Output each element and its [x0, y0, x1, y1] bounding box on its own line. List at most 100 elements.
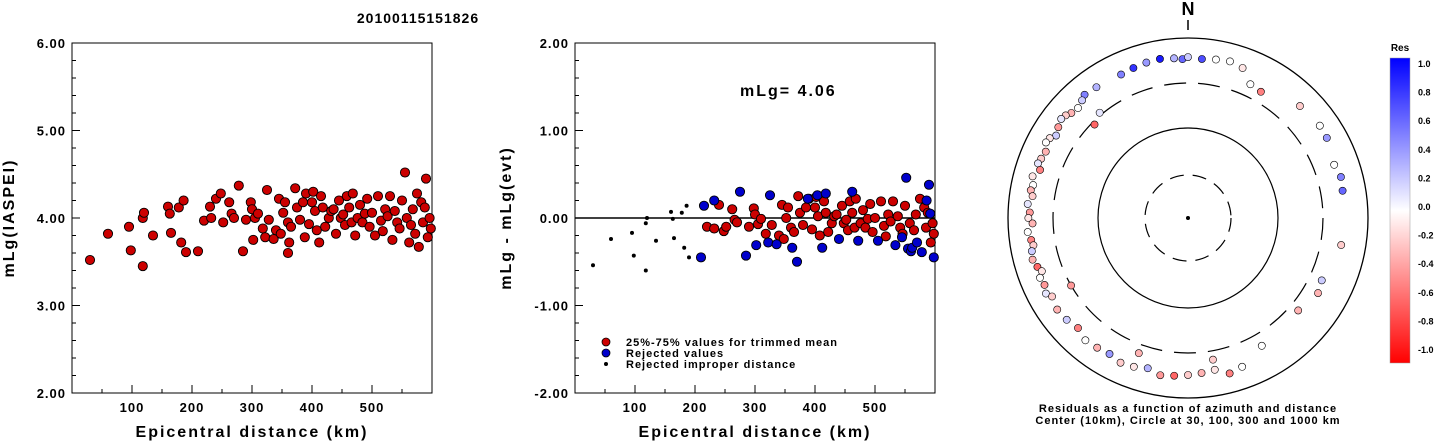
p1-point	[420, 173, 432, 184]
p2-point	[925, 237, 936, 248]
polar-caption-line-2: Center (10km), Circle at 30, 100, 300 an…	[1035, 415, 1340, 427]
p1-point	[257, 223, 268, 234]
p2-point	[743, 221, 755, 232]
p2-point	[847, 207, 858, 218]
legend-marker	[604, 362, 608, 366]
p2-point	[687, 255, 691, 260]
station-point	[1062, 315, 1071, 324]
p2-point	[928, 228, 939, 239]
station-point	[1314, 289, 1322, 297]
p2-point	[927, 218, 938, 229]
p2-point	[740, 250, 752, 261]
colorbar-tick-label: 0.0	[1418, 202, 1431, 212]
p1-y-tick-label: 4.00	[37, 211, 66, 226]
p1-point	[407, 204, 418, 215]
p2-point	[631, 253, 636, 258]
p2-point	[669, 209, 673, 214]
p2-point	[809, 202, 821, 213]
p2-point	[654, 238, 658, 243]
legend-marker	[601, 337, 611, 347]
station-point	[1093, 343, 1102, 352]
legend-label: Rejected improper distance	[626, 359, 796, 371]
colorbar-tick-label: -0.2	[1418, 231, 1434, 241]
p2-y-tick-label: 2.00	[540, 36, 569, 51]
station-point	[1117, 70, 1125, 79]
colorbar-tick-label: -0.8	[1418, 316, 1434, 326]
p1-point	[165, 227, 177, 238]
p2-point	[771, 239, 782, 250]
colorbar-tick-label: -0.4	[1418, 259, 1434, 269]
station-point	[1028, 172, 1037, 181]
p2-x-tick-label: 500	[863, 400, 888, 415]
p1-point	[308, 186, 319, 197]
p2-point	[684, 203, 689, 208]
station-point	[1322, 133, 1331, 142]
p1-point	[389, 205, 400, 217]
station-point	[1092, 83, 1101, 92]
p2-x-tick-label: 200	[683, 400, 708, 415]
p1-x-ticks: 100 200 300 400 500	[101, 385, 403, 415]
p1-x-axis-label: Epicentral distance (km)	[136, 424, 369, 441]
p2-point	[760, 228, 771, 239]
station-point	[1209, 355, 1217, 364]
p2-y-tick-label: -2.00	[534, 386, 569, 401]
p1-point	[279, 197, 291, 208]
p2-point	[928, 252, 939, 263]
polar-caption-line-1: Residuals as a function of azimuth and d…	[1039, 403, 1337, 415]
p1-point	[206, 212, 217, 224]
p1-point	[311, 225, 322, 236]
p2-point	[670, 216, 675, 221]
station-point	[1040, 281, 1049, 289]
p1-point	[413, 241, 424, 252]
p1-point	[303, 219, 315, 230]
p1-point	[372, 191, 384, 202]
p1-point	[399, 167, 411, 178]
p2-point	[806, 224, 818, 235]
p1-x-tick-label: 100	[120, 400, 145, 415]
p1-point	[387, 234, 398, 245]
station-point	[1294, 306, 1303, 315]
p2-x-tick-label: 300	[743, 400, 768, 415]
station-point	[1074, 324, 1082, 332]
p1-point	[314, 237, 325, 248]
p1-x-tick-label: 300	[240, 400, 265, 415]
station-point	[1143, 364, 1152, 373]
p2-x-tick-label: 100	[623, 400, 648, 415]
station-point	[1238, 64, 1247, 72]
p1-x-tick-label: 400	[300, 400, 325, 415]
p1-point	[328, 204, 339, 215]
station-point	[1184, 371, 1192, 379]
colorbar-tick-label: 0.6	[1418, 116, 1431, 126]
colorbar-title: Res	[1391, 43, 1410, 54]
north-label: N	[1182, 0, 1195, 19]
p1-point	[320, 221, 331, 232]
p2-point	[892, 211, 903, 222]
p2-point	[820, 188, 831, 199]
p2-point	[925, 208, 936, 219]
p2-point	[778, 233, 789, 245]
station-point	[1226, 57, 1234, 66]
station-point	[1081, 336, 1090, 345]
p1-point	[364, 221, 375, 232]
station-point	[1317, 276, 1326, 285]
station-point	[1034, 159, 1042, 168]
p2-point	[793, 191, 804, 202]
p1-point	[102, 228, 114, 239]
p2-point	[751, 240, 762, 251]
p2-point	[853, 235, 864, 246]
p1-point	[204, 201, 216, 212]
station-point	[1024, 214, 1033, 222]
p1-point	[294, 214, 306, 225]
station-point	[1074, 104, 1082, 112]
p1-point	[215, 188, 226, 199]
p2-point	[865, 198, 876, 210]
p2-point	[908, 225, 920, 236]
p1-points	[84, 167, 436, 272]
p2-point	[643, 268, 648, 273]
p2-x-axis-label: Epicentral distance (km)	[639, 424, 872, 441]
station-point	[1078, 96, 1086, 105]
p2-point	[791, 256, 803, 267]
station-point	[1129, 64, 1138, 72]
p1-point	[137, 261, 148, 272]
p1-point	[285, 221, 297, 232]
